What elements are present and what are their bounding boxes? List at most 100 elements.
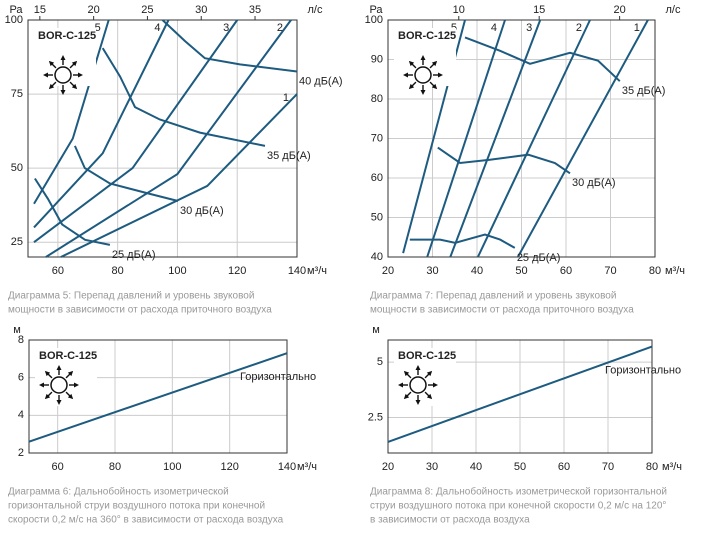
x-tick-label: 80 xyxy=(112,265,124,277)
x-axis-label: м³/ч xyxy=(665,265,685,277)
series-label: Горизонтально xyxy=(605,365,681,377)
caption: скорости 0,2 м/с на 360° в зависимости о… xyxy=(8,515,284,526)
icon-arrowhead xyxy=(74,382,79,388)
icon-circle xyxy=(414,66,432,84)
caption: Диаграмма 7: Перепад давлений и уровень … xyxy=(370,291,616,302)
y-tick-label: 25 xyxy=(11,236,23,248)
y-tick-label: 40 xyxy=(371,251,383,263)
x-tick-label: 30 xyxy=(426,461,438,473)
x2-axis-label: л/с xyxy=(666,4,681,16)
icon-arrowhead xyxy=(56,365,62,370)
x2-tick-label: 30 xyxy=(195,4,207,16)
model-label: BOR-C-125 xyxy=(39,350,97,362)
model-label: BOR-C-125 xyxy=(398,350,456,362)
icon-arrowhead xyxy=(426,370,433,377)
icon-arrowhead xyxy=(39,382,44,388)
y-axis-label: Ра xyxy=(369,4,383,16)
icon-arrowhead xyxy=(403,370,410,377)
y-tick-label: 60 xyxy=(371,172,383,184)
x-tick-label: 100 xyxy=(168,265,186,277)
icon-arrowhead xyxy=(60,55,66,60)
y-tick-label: 5 xyxy=(377,356,383,368)
x-tick-label: 20 xyxy=(382,461,394,473)
icon-arrowhead xyxy=(431,60,438,67)
caption: струи воздушного потока при конечной ско… xyxy=(370,501,666,512)
icon-arrowhead xyxy=(67,370,74,377)
series-line xyxy=(101,47,266,147)
y-tick-label: 50 xyxy=(371,211,383,223)
x-tick-label: 50 xyxy=(515,265,527,277)
plot-frame xyxy=(28,339,288,454)
x-tick-label: 60 xyxy=(560,265,572,277)
y-tick-label: 2 xyxy=(18,447,24,459)
series-label: 4 xyxy=(154,22,160,34)
x-tick-label: 20 xyxy=(382,265,394,277)
series-label: 2 xyxy=(576,22,582,34)
caption: в зависимости от расхода воздуха xyxy=(370,515,530,526)
plot-frame xyxy=(387,339,653,454)
series-line xyxy=(517,19,649,258)
series-line xyxy=(449,19,542,258)
series-line xyxy=(34,177,111,246)
icon-circle xyxy=(409,376,427,394)
series-label: 5 xyxy=(95,22,101,34)
x-tick-label: 140 xyxy=(278,461,296,473)
icon-arrowhead xyxy=(415,365,421,370)
x-tick-label: 30 xyxy=(426,265,438,277)
x-tick-label: 50 xyxy=(514,461,526,473)
series-label: 3 xyxy=(526,22,532,34)
series-label: 2 xyxy=(277,22,283,34)
x-axis-label: м³/ч xyxy=(297,461,317,473)
y-tick-label: 70 xyxy=(371,132,383,144)
x2-axis-label: л/с xyxy=(308,4,323,16)
series-label: 3 xyxy=(223,22,229,34)
model-box xyxy=(394,348,456,406)
series-line xyxy=(409,233,516,249)
icon-arrowhead xyxy=(48,83,55,90)
series-line xyxy=(161,19,298,73)
x-tick-label: 80 xyxy=(646,461,658,473)
series-line xyxy=(426,19,506,258)
icon-arrowhead xyxy=(398,382,403,388)
y-tick-label: 90 xyxy=(371,53,383,65)
series-line xyxy=(33,19,110,205)
y-axis-label: м xyxy=(13,324,21,336)
x2-tick-label: 20 xyxy=(613,4,625,16)
y-tick-label: 2.5 xyxy=(368,411,383,423)
y-tick-label: 100 xyxy=(365,14,383,26)
icon-arrowhead xyxy=(403,393,410,400)
icon-circle xyxy=(54,66,72,84)
caption: горизонтальной струи воздушного потока п… xyxy=(8,501,265,512)
icon-arrowhead xyxy=(403,72,408,78)
series-label: 1 xyxy=(283,92,289,104)
series-line xyxy=(73,145,179,202)
x-tick-label: 120 xyxy=(220,461,238,473)
y-tick-label: 50 xyxy=(11,162,23,174)
icon-arrowhead xyxy=(71,83,78,90)
caption: Диаграмма 6: Дальнобойность изометрическ… xyxy=(8,486,229,498)
icon-arrowhead xyxy=(408,60,415,67)
series-line xyxy=(33,19,170,229)
y-tick-label: 8 xyxy=(18,334,24,346)
y-tick-label: 6 xyxy=(18,372,24,384)
icon-arrowhead xyxy=(408,83,415,90)
series-label: 35 дБ(А) xyxy=(622,85,666,97)
series-line xyxy=(33,19,239,243)
x-tick-label: 70 xyxy=(604,265,616,277)
x2-tick-label: 35 xyxy=(249,4,261,16)
series-line xyxy=(387,345,653,443)
x2-tick-label: 15 xyxy=(34,4,46,16)
icon-arrowhead xyxy=(415,400,421,405)
model-label: BOR-C-125 xyxy=(398,30,456,42)
icon-arrowhead xyxy=(56,400,62,405)
y-tick-label: 4 xyxy=(18,409,24,421)
icon-arrowhead xyxy=(60,90,66,95)
caption: Диаграмма 8: Дальнобойность изометрическ… xyxy=(370,486,667,498)
y-tick-label: 100 xyxy=(5,14,23,26)
series-line xyxy=(464,36,621,82)
y-tick-label: 75 xyxy=(11,88,23,100)
x2-tick-label: 15 xyxy=(533,4,545,16)
plot-frame xyxy=(387,19,656,258)
